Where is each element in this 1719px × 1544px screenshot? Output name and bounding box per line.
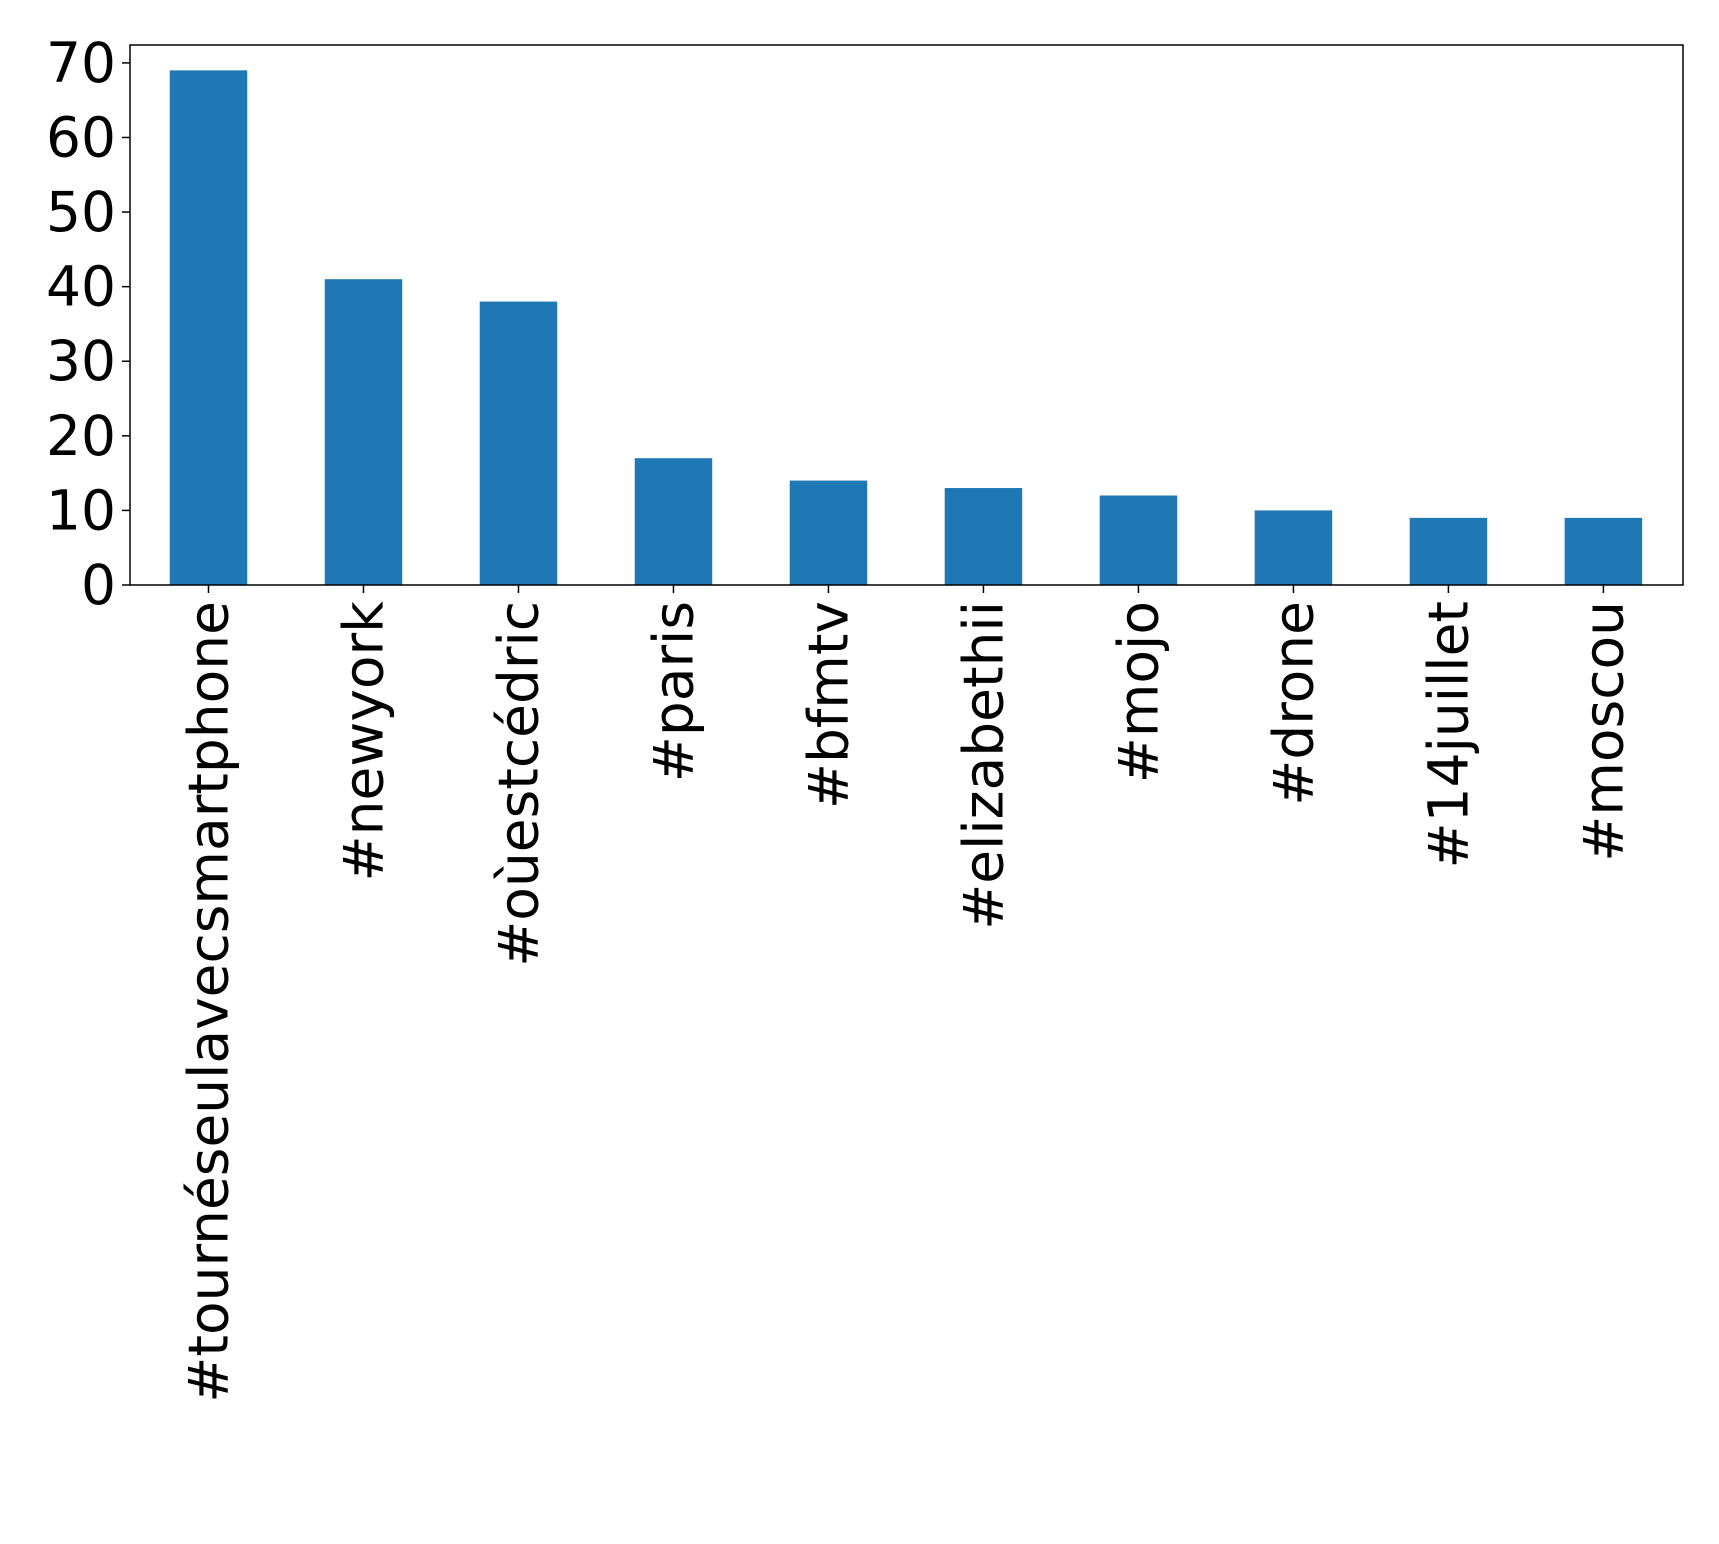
bar-9 (1564, 517, 1643, 585)
bar-7 (1254, 510, 1333, 585)
bar-4 (789, 480, 868, 585)
x-tick-label-6: #mojo (1106, 601, 1170, 783)
bar-2 (479, 301, 558, 585)
y-tick-label-2: 20 (46, 404, 116, 468)
x-tick-label-5: #elizabethii (951, 601, 1015, 930)
bar-6 (1099, 495, 1178, 585)
y-tick-label-1: 10 (46, 478, 116, 542)
y-axis: 0 10 20 30 40 50 60 70 (46, 31, 130, 617)
y-tick-label-3: 30 (46, 329, 116, 393)
bar-8 (1409, 517, 1488, 585)
x-tick-label-8: #14juillet (1416, 601, 1480, 868)
bar-1 (324, 279, 403, 585)
x-tick-label-0: #tournéseulavecsmartphone (176, 601, 240, 1403)
x-tick-label-1: #newyork (331, 601, 395, 882)
bar-5 (944, 488, 1023, 585)
y-tick-label-7: 70 (46, 31, 116, 95)
x-tick-label-2: #oùestcédric (486, 601, 550, 967)
x-axis: #tournéseulavecsmartphone #newyork #oùestc… (176, 585, 1635, 1403)
bars-group (169, 70, 1643, 585)
y-tick-label-0: 0 (81, 553, 116, 617)
plot-frame (129, 44, 1684, 586)
bar-0 (169, 70, 248, 585)
x-tick-label-3: #paris (641, 601, 705, 782)
x-tick-label-9: #moscou (1571, 601, 1635, 862)
x-tick-label-4: #bfmtv (796, 601, 860, 809)
y-tick-label-5: 50 (46, 180, 116, 244)
y-tick-label-4: 40 (46, 255, 116, 319)
y-tick-label-6: 60 (46, 105, 116, 169)
x-tick-label-7: #drone (1261, 601, 1325, 806)
bar-3 (634, 458, 713, 585)
